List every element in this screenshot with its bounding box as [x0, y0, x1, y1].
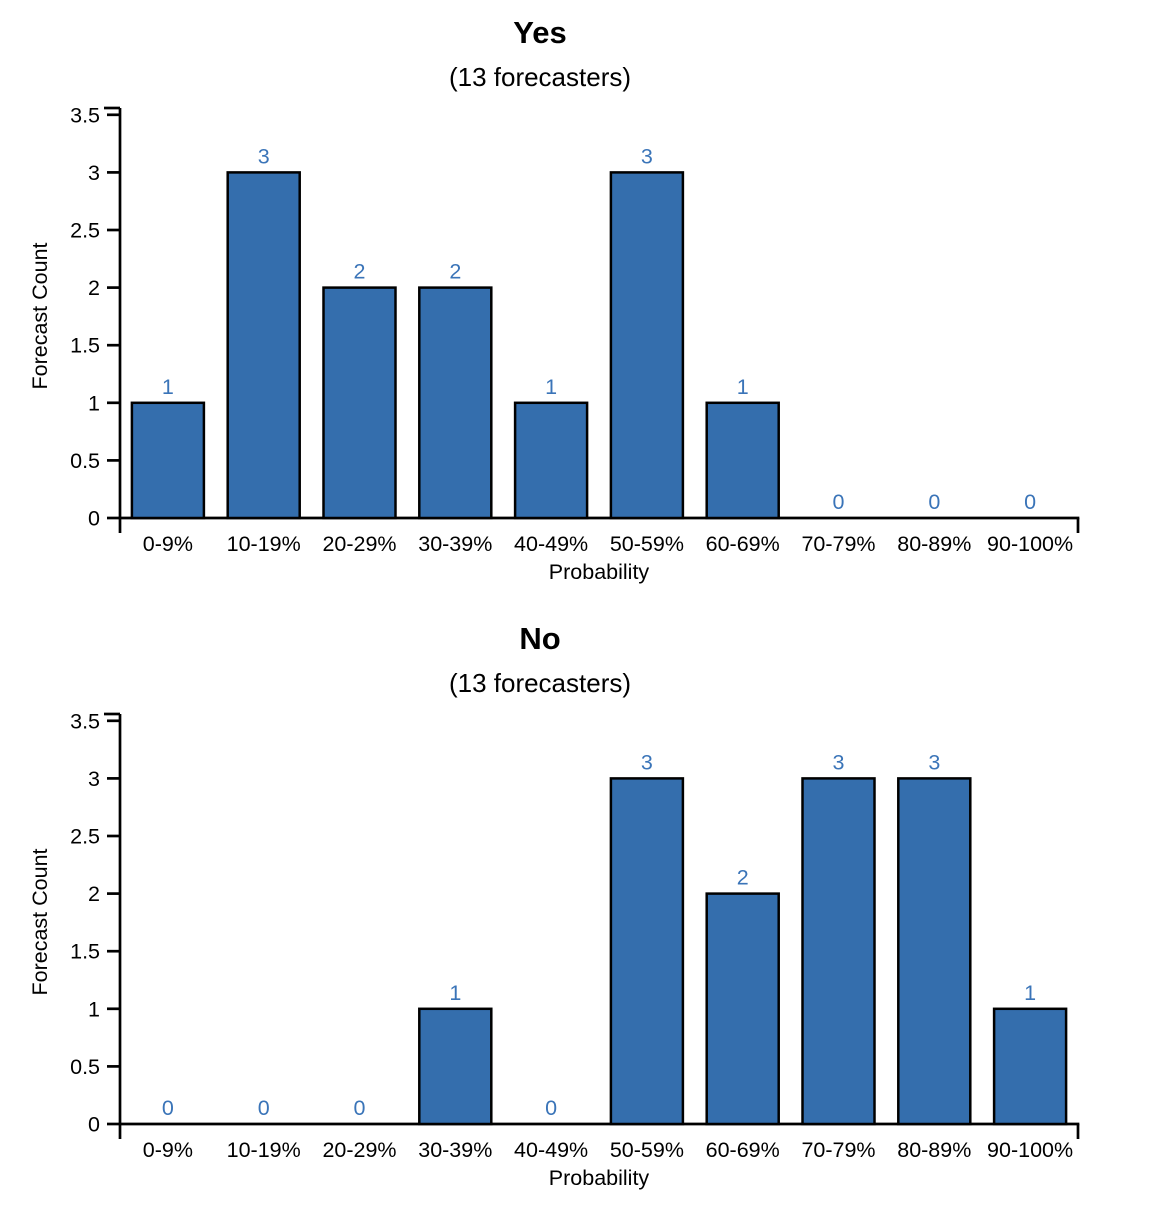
bar-value-label: 0: [928, 490, 940, 514]
y-tick-label: 0.5: [70, 1055, 100, 1079]
x-tick-label: 60-69%: [706, 1138, 780, 1162]
bar-10-19%: [226, 171, 301, 520]
bar-value-label: 0: [354, 1096, 366, 1120]
bar-value-label: 2: [354, 260, 366, 284]
x-tick-label: 40-49%: [514, 532, 588, 556]
x-tick-label: 90-100%: [987, 1138, 1073, 1162]
bar-value-label: 1: [737, 375, 749, 399]
x-tick-label: 10-19%: [227, 532, 301, 556]
x-tick-label: 30-39%: [418, 532, 492, 556]
bar-value-label: 0: [162, 1096, 174, 1120]
x-tick-label: 70-79%: [801, 1138, 875, 1162]
bar-value-label: 2: [449, 260, 461, 284]
chart-yes: Yes (13 forecasters) 0 0.5 1 1.5 2 2.5 3 3.5 Forec…: [28, 15, 1080, 584]
bar-value-label: 0: [545, 1096, 557, 1120]
x-tick-label: 90-100%: [987, 532, 1073, 556]
x-tick-label: 50-59%: [610, 532, 684, 556]
x-axis-title: Probability: [549, 560, 650, 584]
x-tick-label: 60-69%: [706, 532, 780, 556]
x-tick-label: 30-39%: [418, 1138, 492, 1162]
bar-value-label: 3: [928, 750, 940, 774]
x-axis-title: Probability: [549, 1166, 650, 1190]
bar-value-label: 3: [641, 750, 653, 774]
bar-40-49%: [513, 401, 589, 520]
x-tick-label: 80-89%: [897, 532, 971, 556]
x-tick-label: 50-59%: [610, 1138, 684, 1162]
y-tick-label: 3.5: [70, 709, 100, 733]
x-tick-label: 20-29%: [322, 1138, 396, 1162]
x-tick-label: 70-79%: [801, 532, 875, 556]
chart-no: No (13 forecasters) 0 0.5 1 1.5 2 2.5 3 3.5 Foreca…: [28, 621, 1080, 1190]
bar-20-29%: [322, 286, 397, 520]
y-tick-label: 2: [88, 276, 100, 300]
bar-30-39%: [418, 1007, 493, 1126]
bar-80-89%: [897, 777, 972, 1126]
x-tick-label: 80-89%: [897, 1138, 971, 1162]
x-tick-label: 10-19%: [227, 1138, 301, 1162]
y-tick-label: 0: [88, 507, 100, 531]
y-axis-title: Forecast Count: [28, 242, 52, 389]
y-tick-label: 0.5: [70, 449, 100, 473]
y-tick-label: 2: [88, 882, 100, 906]
x-tick-label: 0-9%: [143, 532, 193, 556]
chart-title: Yes: [513, 15, 566, 50]
y-tick-label: 3.5: [70, 103, 100, 127]
y-axis-title: Forecast Count: [28, 848, 52, 995]
bar-value-label: 3: [641, 144, 653, 168]
bar-60-69%: [705, 892, 780, 1126]
chart-subtitle: (13 forecasters): [449, 668, 631, 698]
bar-value-label: 1: [1024, 981, 1036, 1005]
y-tick-label: 1: [88, 997, 100, 1021]
x-tick-label: 20-29%: [322, 532, 396, 556]
bar-value-label: 0: [1024, 490, 1036, 514]
x-tick-label: 0-9%: [143, 1138, 193, 1162]
bar-60-69%: [705, 401, 780, 520]
y-tick-label: 2.5: [70, 219, 100, 243]
bar-30-39%: [418, 286, 493, 520]
bar-value-label: 0: [833, 490, 845, 514]
bar-50-59%: [609, 777, 685, 1126]
y-tick-label: 3: [88, 767, 100, 791]
y-tick-label: 1: [88, 391, 100, 415]
bar-90-100%: [992, 1007, 1068, 1126]
bar-value-label: 2: [737, 866, 749, 890]
bar-value-label: 1: [545, 375, 557, 399]
bar-value-label: 1: [449, 981, 461, 1005]
bar-value-label: 0: [258, 1096, 270, 1120]
x-tick-label: 40-49%: [514, 1138, 588, 1162]
chart-subtitle: (13 forecasters): [449, 62, 631, 92]
bar-value-label: 1: [162, 375, 174, 399]
y-tick-label: 0: [88, 1113, 100, 1137]
bar-0-9%: [130, 401, 206, 520]
bar-50-59%: [609, 171, 685, 520]
bar-value-label: 3: [258, 144, 270, 168]
y-tick-label: 3: [88, 161, 100, 185]
y-tick-label: 2.5: [70, 825, 100, 849]
bar-70-79%: [801, 777, 876, 1126]
y-tick-label: 1.5: [70, 940, 100, 964]
chart-title: No: [519, 621, 560, 656]
bar-value-label: 3: [833, 750, 845, 774]
y-tick-label: 1.5: [70, 334, 100, 358]
